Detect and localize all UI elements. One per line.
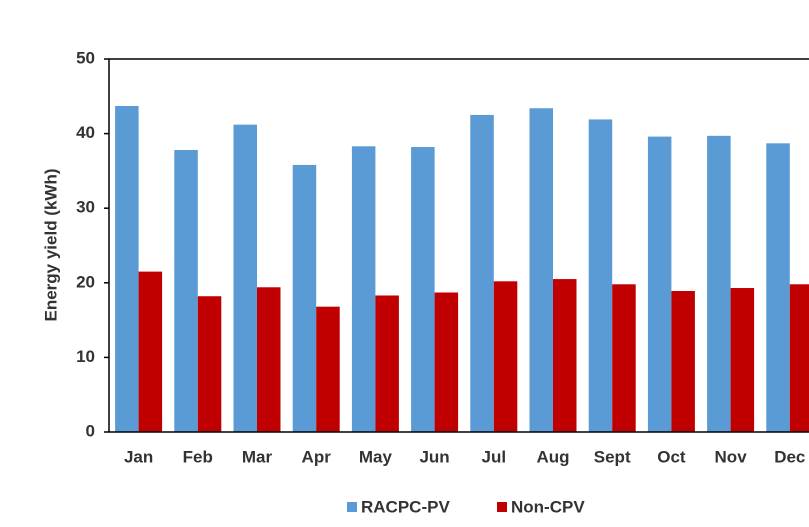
bar [411, 147, 435, 432]
bar [529, 108, 553, 433]
x-tick-label: Mar [242, 447, 273, 466]
legend-label: RACPC-PV [361, 497, 450, 516]
y-tick-label: 50 [76, 48, 95, 67]
y-tick-label: 20 [76, 272, 95, 291]
y-axis-title: Energy yield (kWh) [41, 168, 60, 321]
bar [375, 295, 399, 432]
x-tick-label: Dec [774, 447, 805, 466]
y-tick-label: 40 [76, 123, 95, 142]
bar [257, 287, 281, 432]
x-tick-label: Jul [482, 447, 507, 466]
x-tick-label: Aug [536, 447, 569, 466]
x-tick-label: Nov [715, 447, 748, 466]
bar [292, 164, 317, 432]
x-tick-label: May [359, 447, 393, 466]
bar [233, 124, 257, 432]
bar [115, 105, 139, 433]
y-tick-label: 0 [86, 421, 95, 440]
x-tick-label: Apr [302, 447, 332, 466]
bar [766, 143, 790, 432]
x-tick-label: Sept [594, 447, 631, 466]
y-tick-label: 10 [76, 347, 95, 366]
y-tick-label: 30 [76, 198, 95, 217]
x-tick-label: Feb [183, 447, 213, 466]
bar [174, 150, 198, 432]
bar [730, 288, 755, 432]
x-tick-label: Oct [657, 447, 686, 466]
bar [789, 284, 809, 432]
x-tick-label: Jun [419, 447, 449, 466]
bar [612, 284, 636, 432]
x-tick-label: Jan [124, 447, 153, 466]
bar [493, 281, 518, 432]
bar [707, 135, 731, 432]
bar [434, 292, 459, 432]
bar [647, 136, 672, 433]
bar [588, 119, 613, 433]
legend-label: Non-CPV [511, 497, 585, 516]
bar [138, 271, 163, 432]
bar [316, 306, 340, 432]
bar [197, 296, 222, 432]
bar [470, 114, 494, 432]
bar [351, 146, 376, 433]
legend-swatch [347, 502, 357, 512]
bar [671, 291, 695, 432]
legend-swatch [497, 502, 507, 512]
bar [553, 279, 577, 432]
